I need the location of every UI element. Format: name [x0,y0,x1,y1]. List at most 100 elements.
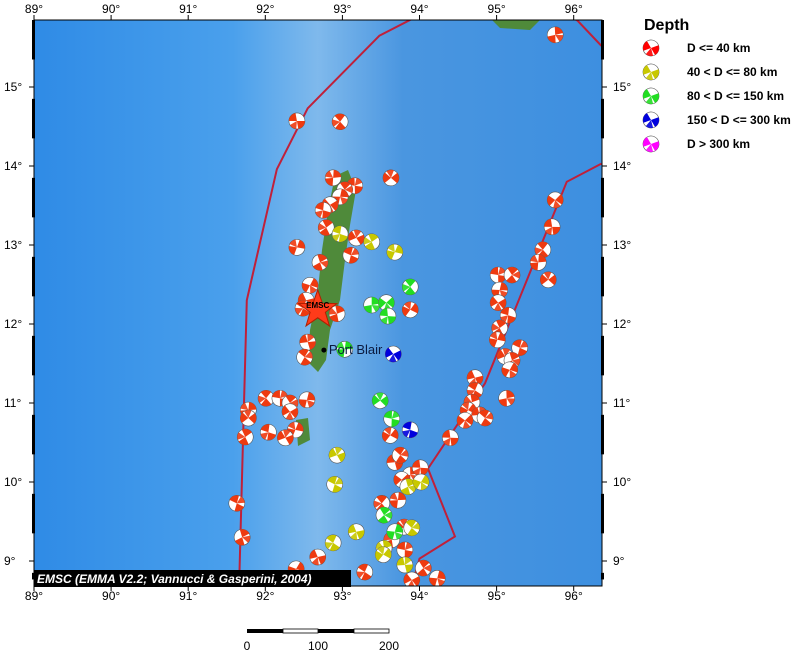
focal-mechanism-52[interactable] [297,390,316,409]
focal-mechanism-62[interactable] [354,561,376,583]
focal-mechanism-27[interactable] [489,266,507,284]
focal-mechanism-98[interactable] [385,522,405,542]
focal-mechanism-80[interactable] [327,445,348,466]
focal-mechanism-92[interactable] [379,307,397,325]
lon-tick-label: 96° [565,589,583,603]
focal-mechanism-10[interactable] [287,237,308,258]
legend-item-label: 80 < D <= 150 km [687,89,784,103]
plate-boundary-line [238,20,602,586]
focal-mechanism-37[interactable] [499,359,521,381]
focal-mechanism-83[interactable] [410,471,432,493]
focal-mechanism-90[interactable] [363,296,380,314]
focal-mechanism-54[interactable] [258,422,278,442]
focal-mechanism-20[interactable] [293,346,316,369]
focal-mechanism-2[interactable] [324,169,342,187]
focal-mechanism-96[interactable] [382,409,401,428]
focal-mechanism-46[interactable] [442,429,459,447]
focal-mechanism-25[interactable] [529,254,547,271]
lon-tick-label: 89° [25,2,43,16]
focal-mechanism-64[interactable] [379,424,401,446]
focal-mechanism-19[interactable] [299,333,317,351]
focal-mechanism-99[interactable] [383,343,405,365]
focal-mechanism-22[interactable] [544,189,567,212]
focal-mechanism-88[interactable] [396,556,414,574]
focal-mechanism-57[interactable] [275,427,296,448]
focal-mechanism-11[interactable] [346,227,367,248]
focal-mechanism-100[interactable] [400,420,421,441]
epicenter-star[interactable] [297,288,339,328]
lat-tick-label: 13° [4,238,22,252]
lon-tick-label: 89° [25,589,43,603]
focal-mechanism-35[interactable] [509,337,530,358]
lat-tick-label: 15° [4,80,22,94]
focal-mechanism-23[interactable] [543,218,561,236]
focal-mechanism-1[interactable] [329,110,352,133]
focal-mechanism-9[interactable] [315,217,337,239]
focal-mechanism-95[interactable] [369,389,391,411]
focal-mechanism-71[interactable] [389,491,407,509]
focal-mechanism-21[interactable] [546,26,564,44]
focal-mechanism-3[interactable] [380,167,403,190]
focal-mechanism-12[interactable] [340,245,361,266]
focal-mechanism-18[interactable] [399,299,421,321]
focal-mechanism-58[interactable] [226,493,247,514]
port-blair-marker [321,347,327,353]
legend-item-label: D > 300 km [687,137,750,151]
focal-mechanism-73[interactable] [395,541,414,560]
focal-mechanism-94[interactable] [336,340,354,358]
focal-mechanism-81[interactable] [324,474,346,496]
focal-mechanism-53[interactable] [279,401,301,423]
focal-mechanism-84[interactable] [347,522,366,541]
focal-mechanism-49[interactable] [237,407,259,429]
lat-tick-label: 11° [613,396,630,410]
focal-mechanism-28[interactable] [501,264,523,286]
focal-mechanism-43[interactable] [474,407,497,430]
lon-tick-label: 91° [179,589,197,603]
focal-mechanism-85[interactable] [322,532,344,554]
focal-mechanism-33[interactable] [487,329,508,350]
focal-mechanism-31[interactable] [498,305,518,325]
lat-tick-label: 14° [4,159,22,173]
credit-text: EMSC (EMMA V2.2; Vannucci & Gasperini, 2… [37,572,312,586]
focal-mechanism-44[interactable] [498,389,515,407]
focal-mechanism-93[interactable] [399,276,422,299]
scale-label-200: 200 [379,639,399,651]
lon-tick-label: 93° [333,589,351,603]
focal-mechanism-97[interactable] [373,504,395,526]
legend-item-label: 40 < D <= 80 km [687,65,777,79]
focal-mechanism-87[interactable] [372,543,395,566]
focal-mechanism-75[interactable] [427,569,447,589]
focal-mechanism-76[interactable] [401,569,423,591]
focal-mechanism-45[interactable] [454,409,477,432]
lon-tick-label: 95° [488,589,506,603]
focal-mechanism-13[interactable] [310,252,330,272]
focal-mechanism-61[interactable] [308,547,327,566]
focal-mechanism-78[interactable] [361,231,382,252]
lon-tick-label: 95° [488,2,506,16]
focal-mechanism-30[interactable] [487,292,509,314]
focal-mechanism-59[interactable] [232,527,252,547]
focal-mechanism-66[interactable] [389,444,412,467]
lon-tick-label: 92° [256,2,274,16]
focal-mechanism-77[interactable] [330,224,350,244]
focal-mechanism-55[interactable] [235,426,256,447]
legend-swatch-icon [642,63,660,81]
focal-mechanism-17[interactable] [328,304,347,323]
legend-swatch-icon [642,111,660,129]
focal-mechanism-74[interactable] [412,557,434,579]
lon-tick-label: 94° [410,2,428,16]
focal-mechanism-47[interactable] [255,387,278,410]
focal-mechanism-82[interactable] [398,477,418,497]
focal-mechanism-79[interactable] [384,242,405,263]
lat-tick-label: 13° [613,238,631,252]
focal-mechanism-8[interactable] [313,200,333,220]
lon-tick-label: 92° [256,589,274,603]
focal-mechanism-89[interactable] [400,517,423,540]
focal-mechanism-26[interactable] [537,269,559,291]
focal-mechanism-14[interactable] [299,274,321,296]
lon-tick-label: 90° [102,589,120,603]
focal-mechanism-0[interactable] [288,112,306,130]
focal-mechanism-24[interactable] [532,238,555,261]
lat-tick-label: 10° [4,475,22,489]
